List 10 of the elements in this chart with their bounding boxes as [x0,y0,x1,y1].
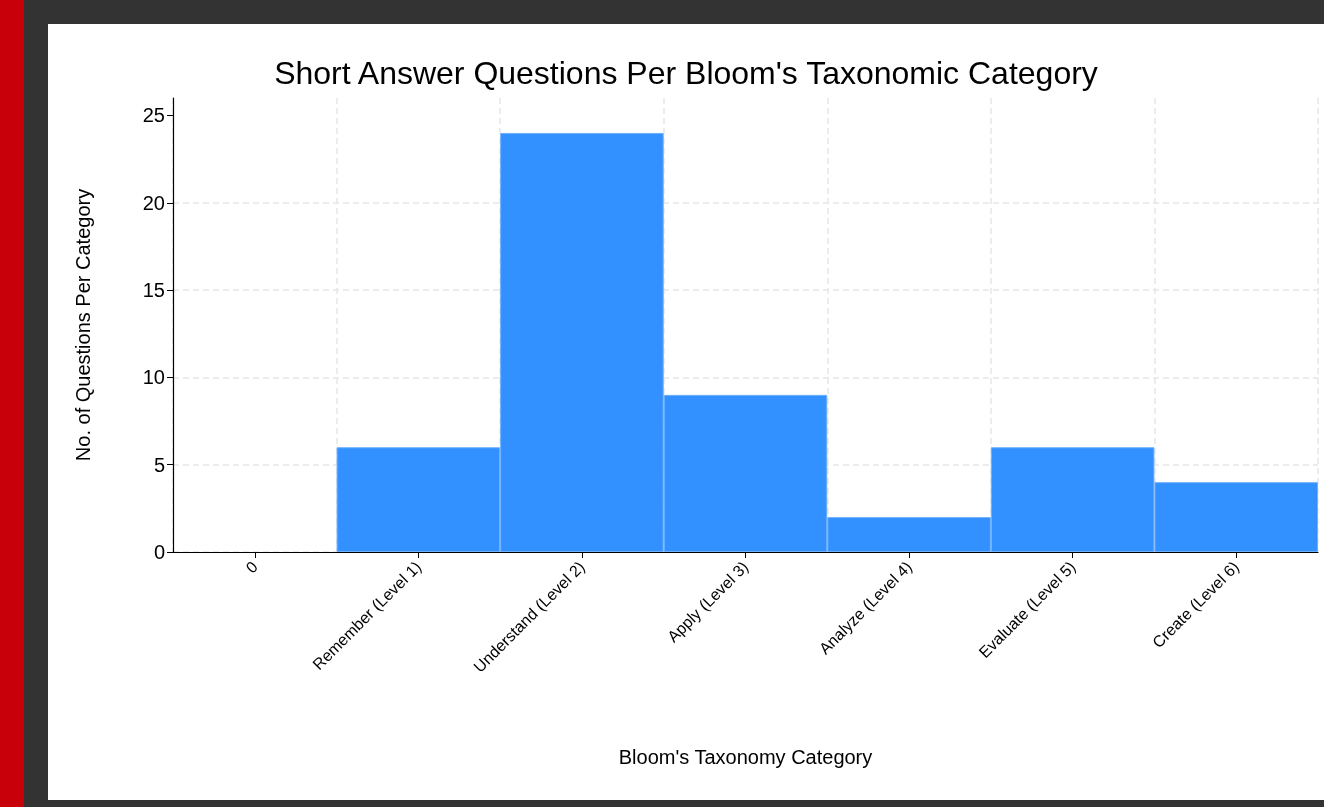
y-tick-label: 25 [142,104,165,127]
y-tick-label: 0 [153,541,165,563]
y-tick-label: 15 [142,279,165,302]
y-axis-title: No. of Questions Per Category [72,188,94,462]
y-tick-label: 10 [142,366,165,389]
chart-title: Short Answer Questions Per Bloom's Taxonomic Category [274,55,1098,91]
y-tick-label: 20 [142,191,165,214]
x-tick-label: 0 [242,557,261,577]
x-axis-title: Bloom's Taxonomy Category [618,746,873,768]
y-tick-label: 5 [153,453,165,476]
